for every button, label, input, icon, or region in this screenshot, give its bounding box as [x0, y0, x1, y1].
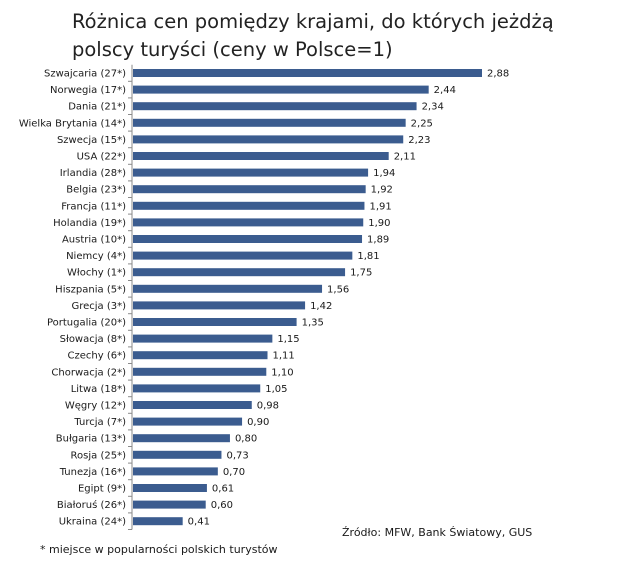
- value-label: 0,98: [257, 401, 279, 412]
- bar: [133, 450, 222, 459]
- value-label: 2,11: [394, 152, 416, 163]
- category-label: Tunezja (16*): [59, 467, 126, 478]
- bar: [133, 201, 365, 210]
- value-label: 1,10: [271, 367, 293, 378]
- chart-title-line-2: polscy turyści (ceny w Polsce=1): [72, 38, 393, 61]
- value-label: 1,92: [371, 185, 393, 196]
- value-label: 2,34: [422, 102, 444, 113]
- bar: [133, 500, 206, 509]
- bar: [133, 85, 429, 94]
- bar: [133, 118, 406, 127]
- value-label: 1,91: [369, 201, 391, 212]
- bar: [133, 102, 417, 111]
- category-label: Ukraina (24*): [59, 517, 126, 528]
- source-note: Źródło: MFW, Bank Światowy, GUS: [342, 526, 533, 539]
- value-label: 2,88: [487, 69, 509, 80]
- category-label: Wielka Brytania (14*): [19, 118, 126, 129]
- footnote: * miejsce w popularności polskich turyst…: [40, 543, 278, 556]
- value-label: 1,90: [368, 218, 390, 229]
- bar: [133, 467, 218, 476]
- bar: [133, 417, 243, 426]
- bar: [133, 351, 268, 360]
- bar: [133, 218, 364, 227]
- category-label: Hiszpania (5*): [55, 284, 126, 295]
- category-label: Czechy (6*): [68, 351, 127, 362]
- value-label: 0,41: [188, 517, 210, 528]
- category-label: Francja (11*): [61, 201, 126, 212]
- value-label: 1,56: [327, 284, 349, 295]
- category-label: Portugalia (20*): [47, 318, 126, 329]
- category-label: Szwajcaria (27*): [44, 69, 126, 80]
- bar: [133, 301, 306, 310]
- value-label: 1,42: [310, 301, 332, 312]
- bar: [133, 69, 482, 77]
- value-label: 2,23: [408, 135, 430, 146]
- value-label: 0,73: [226, 450, 248, 461]
- value-label: 0,70: [223, 467, 245, 478]
- category-label: Chorwacja (2*): [51, 367, 126, 378]
- value-label: 1,89: [367, 235, 389, 246]
- bar: [133, 384, 261, 393]
- bar: [133, 484, 207, 492]
- bar: [133, 135, 404, 144]
- bar: [133, 318, 297, 326]
- bar: [133, 235, 363, 243]
- value-label: 0,90: [247, 417, 269, 428]
- value-label: 0,80: [235, 434, 257, 445]
- category-label: Niemcy (4*): [66, 251, 126, 262]
- value-label: 1,35: [302, 318, 324, 329]
- category-label: Austria (10*): [62, 235, 126, 246]
- chart-title: Różnica cen pomiędzy krajami, do których…: [72, 8, 612, 64]
- category-label: Holandia (19*): [53, 218, 126, 229]
- category-label: Dania (21*): [68, 102, 126, 113]
- bar: [133, 152, 389, 160]
- category-label: Grecja (3*): [71, 301, 126, 312]
- bar: [133, 251, 353, 260]
- value-label: 2,25: [411, 118, 433, 129]
- value-label: 1,05: [265, 384, 287, 395]
- category-label: USA (22*): [77, 152, 126, 163]
- bar: [133, 284, 323, 293]
- category-label: Szwecja (15*): [57, 135, 126, 146]
- value-label: 0,61: [212, 484, 234, 495]
- value-label: 1,11: [273, 351, 295, 362]
- bar: [133, 334, 273, 343]
- value-label: 2,44: [434, 85, 456, 96]
- bar: [133, 517, 183, 526]
- value-label: 1,15: [277, 334, 299, 345]
- category-label: Irlandia (28*): [60, 168, 126, 179]
- bar: [133, 168, 369, 177]
- category-label: Turcja (7*): [73, 417, 126, 428]
- category-label: Norwegia (17*): [50, 85, 126, 96]
- category-label: Białoruś (26*): [57, 499, 126, 511]
- value-label: 1,81: [357, 251, 379, 262]
- category-label: Rosja (25*): [71, 450, 127, 461]
- category-label: Włochy (1*): [67, 268, 126, 279]
- category-label: Słowacja (8*): [60, 334, 126, 345]
- value-label: 0,60: [211, 500, 233, 511]
- bar: [133, 434, 230, 443]
- category-label: Egipt (9*): [78, 484, 126, 495]
- bar: [133, 401, 252, 409]
- value-label: 1,94: [373, 168, 395, 179]
- category-label: Bułgaria (13*): [56, 434, 126, 445]
- bar: [133, 185, 366, 194]
- value-label: 1,75: [350, 268, 372, 279]
- category-label: Węgry (12*): [65, 401, 126, 412]
- bar: [133, 367, 267, 376]
- chart-title-line-1: Różnica cen pomiędzy krajami, do których…: [72, 10, 554, 33]
- bar: [133, 268, 346, 277]
- category-label: Belgia (23*): [66, 185, 126, 196]
- category-label: Litwa (18*): [71, 384, 126, 395]
